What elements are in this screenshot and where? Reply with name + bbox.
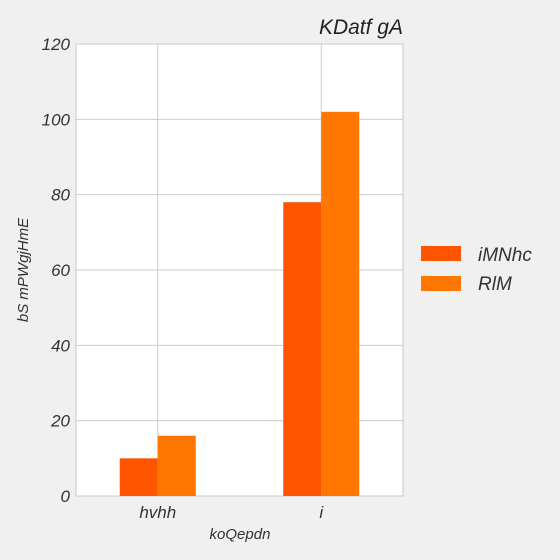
bars xyxy=(119,111,360,497)
legend-label-rlm: RlM xyxy=(478,274,512,295)
y-tick-label: 80 xyxy=(51,186,70,205)
x-tick-label: hvhh xyxy=(139,503,176,522)
y-tick-label: 20 xyxy=(50,412,70,431)
legend-label-imnhc: iMNhc xyxy=(478,245,532,266)
x-tick-label: i xyxy=(319,503,324,522)
bar-rlm-i xyxy=(321,111,360,497)
y-tick-label: 0 xyxy=(61,487,71,506)
bar-imnhc-i xyxy=(283,202,322,496)
x-axis-label: koQepdn xyxy=(210,526,271,543)
legend: iMNhc RlM xyxy=(421,245,532,295)
legend-swatch-imnhc xyxy=(421,246,461,261)
bar-imnhc-hvhh xyxy=(119,458,158,496)
legend-swatch-rlm xyxy=(421,276,461,291)
y-tick-labels: 0 20 40 60 80 100 120 xyxy=(42,35,71,506)
y-tick-label: 60 xyxy=(51,261,70,280)
y-tick-label: 40 xyxy=(51,336,70,355)
y-tick-label: 120 xyxy=(42,35,71,54)
y-axis-label: bS mPWgjHmE xyxy=(15,217,32,322)
bar-rlm-hvhh xyxy=(157,435,196,496)
y-tick-label: 100 xyxy=(42,110,71,129)
x-tick-labels: hvhh i xyxy=(139,503,324,522)
chart-title: KDatf gA xyxy=(319,16,403,39)
